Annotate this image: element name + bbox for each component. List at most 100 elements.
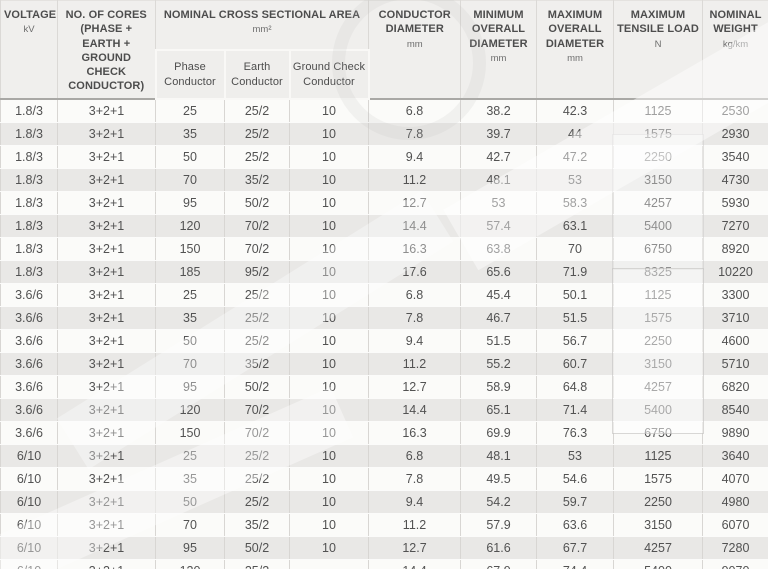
- cell-min-overall-diameter: 45.4: [460, 283, 537, 307]
- cell-cores: 3+2+1: [57, 260, 156, 284]
- cell-cores: 3+2+1: [57, 398, 156, 422]
- table-row: 3.6/6 3+2+1 50 25/2 10 9.4 51.5 56.7 2250 4600: [0, 329, 768, 353]
- cell-cores: 3+2+1: [57, 536, 156, 560]
- cell-max-overall-diameter: 64.8: [536, 375, 614, 399]
- cell-max-overall-diameter: 74.4: [536, 559, 614, 569]
- cell-earth-conductor: 25/2: [224, 306, 290, 330]
- cell-voltage: 3.6/6: [0, 306, 58, 330]
- cell-min-overall-diameter: 49.5: [460, 467, 537, 491]
- cell-earth-conductor: 35/2: [224, 352, 290, 376]
- col-header-conductor-diameter-label: CONDUCTOR DIAMETER: [378, 9, 451, 36]
- cell-nominal-weight: 9890: [702, 421, 768, 445]
- col-header-conductor-diameter-unit: mm: [406, 38, 423, 50]
- table-row: 6/103+2+112025/2 14.467.974.454009070: [0, 559, 768, 569]
- table-row: 1.8/3 3+2+1 95 50/2 10 12.7 53 58.3 4257 5930: [0, 191, 768, 215]
- col-header-min-overall-diameter: MINIMUM OVERALL DIAMETER mm: [460, 0, 537, 99]
- col-header-voltage-label: VOLTAGE: [4, 9, 57, 21]
- cell-min-overall-diameter: 46.7: [460, 306, 537, 330]
- cell-nominal-weight: 3540: [702, 145, 768, 169]
- cell-tensile-load: 2250: [613, 490, 703, 514]
- cell-min-overall-diameter: 54.2: [460, 490, 537, 514]
- table-row: 1.8/3 3+2+1 70 35/2 10 11.2 48.1 53 3150 4730: [0, 168, 768, 192]
- cell-min-overall-diameter: 53: [460, 191, 537, 215]
- cell-earth-conductor: 25/2: [224, 283, 290, 307]
- cell-phase-conductor: 50: [155, 329, 225, 353]
- cell-conductor-diameter: 9.4: [368, 490, 461, 514]
- cell-cores: 3+2+1: [57, 168, 156, 192]
- cell-cores: 3+2+1: [57, 122, 156, 146]
- table-row: 3.6/6 3+2+1 70 35/2 10 11.2 55.2 60.7 3150 5710: [0, 352, 768, 376]
- cell-phase-conductor: 50: [155, 490, 225, 514]
- header-row-sub: Phase Conductor Earth Conductor Ground C…: [1, 49, 768, 100]
- cell-voltage: 6/10: [0, 467, 58, 491]
- cell-cores: 3+2+1: [57, 145, 156, 169]
- col-header-csa-unit: mm²: [252, 24, 272, 36]
- table-body: 1.8/3 3+2+1 25 25/2 10 6.8 38.2 42.3 1125 2530 1.8…: [0, 97, 768, 569]
- cell-cores: 3+2+1: [57, 490, 156, 514]
- cell-voltage: 1.8/3: [0, 97, 58, 123]
- cell-nominal-weight: 6070: [702, 513, 768, 537]
- cell-cores: 3+2+1: [57, 467, 156, 491]
- cell-max-overall-diameter: 54.6: [536, 467, 614, 491]
- cell-cores: 3+2+1: [57, 444, 156, 468]
- cell-earth-conductor: 35/2: [224, 168, 290, 192]
- cell-tensile-load: 1575: [613, 122, 703, 146]
- cell-voltage: 1.8/3: [0, 214, 58, 238]
- cell-ground-check-conductor: 10: [289, 513, 369, 537]
- cell-phase-conductor: 185: [155, 260, 225, 284]
- cell-phase-conductor: 25: [155, 444, 225, 468]
- cell-min-overall-diameter: 38.2: [460, 97, 537, 123]
- cell-earth-conductor: 95/2: [224, 260, 290, 284]
- cell-ground-check-conductor: 10: [289, 329, 369, 353]
- cell-phase-conductor: 95: [155, 191, 225, 215]
- cell-nominal-weight: 8920: [702, 237, 768, 261]
- cell-nominal-weight: 2530: [702, 97, 768, 123]
- cell-conductor-diameter: 9.4: [368, 145, 461, 169]
- cell-tensile-load: 8325: [613, 260, 703, 284]
- cell-earth-conductor: 50/2: [224, 536, 290, 560]
- cell-max-overall-diameter: 51.5: [536, 306, 614, 330]
- cell-tensile-load: 2250: [613, 329, 703, 353]
- table-row: 1.8/3 3+2+1 150 70/2 10 16.3 63.8 70 6750 8920: [0, 237, 768, 261]
- cell-tensile-load: 3150: [613, 513, 703, 537]
- cell-tensile-load: 2250: [613, 145, 703, 169]
- cell-earth-conductor: 70/2: [224, 398, 290, 422]
- cell-conductor-diameter: 7.8: [368, 122, 461, 146]
- cell-max-overall-diameter: 67.7: [536, 536, 614, 560]
- cell-max-overall-diameter: 70: [536, 237, 614, 261]
- col-header-earth-conductor: Earth Conductor: [223, 49, 291, 100]
- cell-ground-check-conductor: 10: [289, 122, 369, 146]
- cell-ground-check-conductor: [289, 559, 369, 569]
- cell-ground-check-conductor: 10: [289, 306, 369, 330]
- col-header-min-overall-label: MINIMUM OVERALL DIAMETER: [469, 9, 528, 50]
- cell-max-overall-diameter: 47.2: [536, 145, 614, 169]
- cell-min-overall-diameter: 61.6: [460, 536, 537, 560]
- cell-max-overall-diameter: 53: [536, 168, 614, 192]
- header-row-main: VOLTAGE kV NO. OF CORES (PHASE + EARTH +…: [0, 0, 768, 99]
- cell-conductor-diameter: 12.7: [368, 536, 461, 560]
- table-row: 1.8/3 3+2+1 120 70/2 10 14.4 57.4 63.1 5400 7270: [0, 214, 768, 238]
- cell-conductor-diameter: 16.3: [368, 237, 461, 261]
- cell-voltage: 6/10: [0, 536, 58, 560]
- cell-voltage: 3.6/6: [0, 375, 58, 399]
- cell-earth-conductor: 25/2: [224, 329, 290, 353]
- cell-conductor-diameter: 9.4: [368, 329, 461, 353]
- cell-earth-conductor: 50/2: [224, 191, 290, 215]
- cell-voltage: 3.6/6: [0, 283, 58, 307]
- cell-earth-conductor: 25/2: [224, 490, 290, 514]
- cell-nominal-weight: 8540: [702, 398, 768, 422]
- cell-min-overall-diameter: 69.9: [460, 421, 537, 445]
- cell-ground-check-conductor: 10: [289, 421, 369, 445]
- cell-nominal-weight: 7280: [702, 536, 768, 560]
- cell-phase-conductor: 70: [155, 513, 225, 537]
- cell-cores: 3+2+1: [57, 97, 156, 123]
- cell-earth-conductor: 70/2: [224, 214, 290, 238]
- cell-nominal-weight: 4980: [702, 490, 768, 514]
- cell-min-overall-diameter: 51.5: [460, 329, 537, 353]
- table-row: 6/10 3+2+1 25 25/2 10 6.8 48.1 53 1125 3640: [0, 444, 768, 468]
- table-row: 1.8/3 3+2+1 35 25/2 10 7.8 39.7 44 1575 2930: [0, 122, 768, 146]
- cell-tensile-load: 4257: [613, 536, 703, 560]
- cell-earth-conductor: 25/2: [224, 467, 290, 491]
- cell-max-overall-diameter: 53: [536, 444, 614, 468]
- col-header-phase-conductor: Phase Conductor: [154, 49, 226, 100]
